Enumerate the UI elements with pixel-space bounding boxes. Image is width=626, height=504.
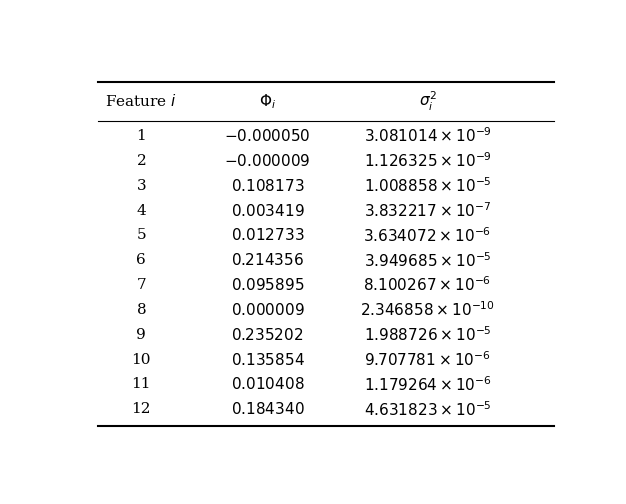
Text: $0.003419$: $0.003419$ <box>230 203 304 219</box>
Text: $3.949685 \times 10^{-5}$: $3.949685 \times 10^{-5}$ <box>364 251 491 270</box>
Text: 2: 2 <box>136 154 146 168</box>
Text: $-0.000050$: $-0.000050$ <box>224 128 310 144</box>
Text: 1: 1 <box>136 129 146 143</box>
Text: $3.832217 \times 10^{-7}$: $3.832217 \times 10^{-7}$ <box>364 201 491 220</box>
Text: $4.631823 \times 10^{-5}$: $4.631823 \times 10^{-5}$ <box>364 400 491 419</box>
Text: $2.346858 \times 10^{-10}$: $2.346858 \times 10^{-10}$ <box>360 300 495 319</box>
Text: $0.095895$: $0.095895$ <box>231 277 304 293</box>
Text: $0.012733$: $0.012733$ <box>230 227 304 243</box>
Text: $1.126325 \times 10^{-9}$: $1.126325 \times 10^{-9}$ <box>364 152 491 170</box>
Text: $0.184340$: $0.184340$ <box>230 401 304 417</box>
Text: 12: 12 <box>131 402 151 416</box>
Text: $\sigma_i^2$: $\sigma_i^2$ <box>419 90 436 113</box>
Text: $\Phi_i$: $\Phi_i$ <box>259 92 276 110</box>
Text: 5: 5 <box>136 228 146 242</box>
Text: $1.988726 \times 10^{-5}$: $1.988726 \times 10^{-5}$ <box>364 326 491 344</box>
Text: $0.108173$: $0.108173$ <box>230 178 304 194</box>
Text: 6: 6 <box>136 253 146 267</box>
Text: 8: 8 <box>136 303 146 317</box>
Text: 10: 10 <box>131 353 151 366</box>
Text: 4: 4 <box>136 204 146 218</box>
Text: $3.634072 \times 10^{-6}$: $3.634072 \times 10^{-6}$ <box>364 226 491 245</box>
Text: $3.081014 \times 10^{-9}$: $3.081014 \times 10^{-9}$ <box>364 127 491 145</box>
Text: $0.000009$: $0.000009$ <box>230 302 304 318</box>
Text: 3: 3 <box>136 179 146 193</box>
Text: $0.235202$: $0.235202$ <box>231 327 304 343</box>
Text: $1.179264 \times 10^{-6}$: $1.179264 \times 10^{-6}$ <box>364 375 491 394</box>
Text: $9.707781 \times 10^{-6}$: $9.707781 \times 10^{-6}$ <box>364 350 491 369</box>
Text: $0.214356$: $0.214356$ <box>231 252 304 268</box>
Text: 9: 9 <box>136 328 146 342</box>
Text: $-0.000009$: $-0.000009$ <box>224 153 310 169</box>
Text: $0.135854$: $0.135854$ <box>230 352 304 367</box>
Text: $1.008858 \times 10^{-5}$: $1.008858 \times 10^{-5}$ <box>364 176 491 195</box>
Text: 11: 11 <box>131 377 151 392</box>
Text: $0.010408$: $0.010408$ <box>230 376 304 393</box>
Text: Feature $i$: Feature $i$ <box>105 93 177 109</box>
Text: 7: 7 <box>136 278 146 292</box>
Text: $8.100267 \times 10^{-6}$: $8.100267 \times 10^{-6}$ <box>364 276 491 294</box>
